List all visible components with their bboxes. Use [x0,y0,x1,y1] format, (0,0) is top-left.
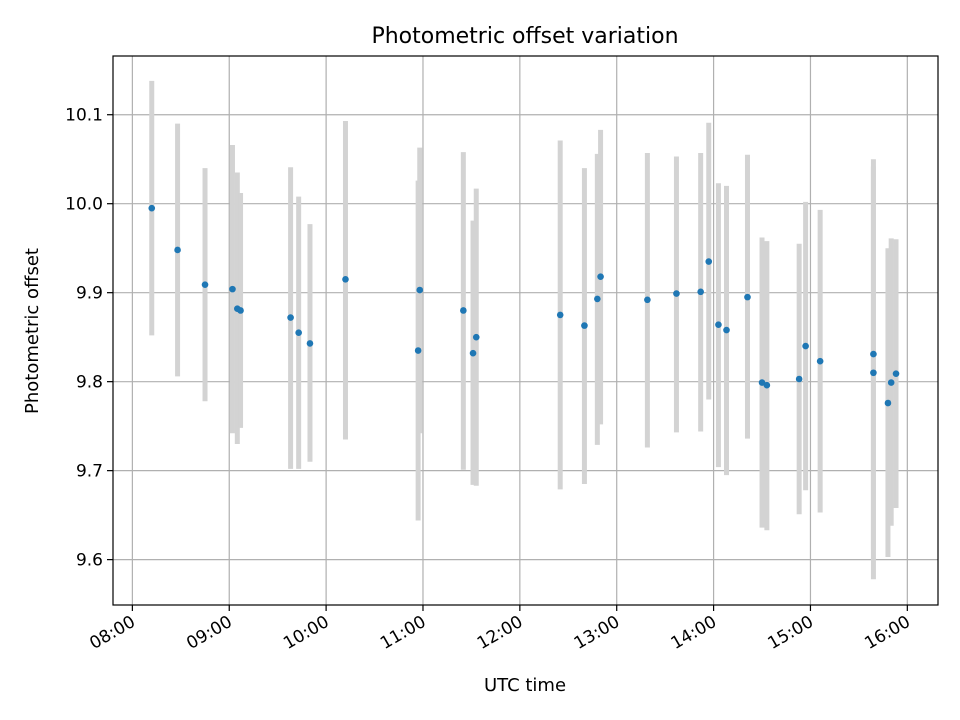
y-tick-label: 10.1 [65,106,103,126]
data-point [287,314,294,321]
data-point [723,326,730,334]
data-points [148,204,900,407]
data-point [884,399,892,407]
y-tick-label: 9.7 [76,462,103,482]
data-point [581,322,588,329]
y-tick-label: 9.9 [76,284,103,304]
data-point [705,258,713,265]
data-point [174,246,181,254]
data-point [673,290,680,297]
plot-frame [112,55,939,606]
data-point [295,329,302,337]
data-point [697,288,704,296]
data-point [556,311,564,319]
data-point [763,381,771,389]
data-point [201,281,209,288]
x-axis-label: UTC time [484,675,566,696]
data-point [887,379,895,386]
data-point [414,347,422,354]
data-point [229,285,236,293]
data-point [892,370,900,377]
data-point [715,321,722,329]
y-tick-label: 9.6 [76,551,103,571]
data-point [469,349,477,357]
data-point [416,286,424,294]
data-point [472,333,480,341]
y-axis-label: Photometric offset [22,248,43,414]
y-tick-label: 9.8 [76,373,103,393]
data-point [342,276,349,283]
data-point [148,204,156,212]
data-point [306,340,314,347]
data-point [597,273,604,280]
data-point [802,342,809,350]
data-point [644,296,651,304]
data-point [237,307,244,314]
data-point [870,350,877,358]
data-point [460,307,467,314]
data-point [870,369,877,377]
data-point [758,379,766,386]
data-point [744,293,751,301]
data-point [594,295,601,303]
data-point [816,357,824,365]
data-point [795,375,803,383]
chart-title: Photometric offset variation [371,24,678,49]
y-tick-label: 10.0 [65,195,103,215]
y-axis-ticks: 9.6 9.7 9.8 9.9 10.0 10.1 [65,106,113,571]
